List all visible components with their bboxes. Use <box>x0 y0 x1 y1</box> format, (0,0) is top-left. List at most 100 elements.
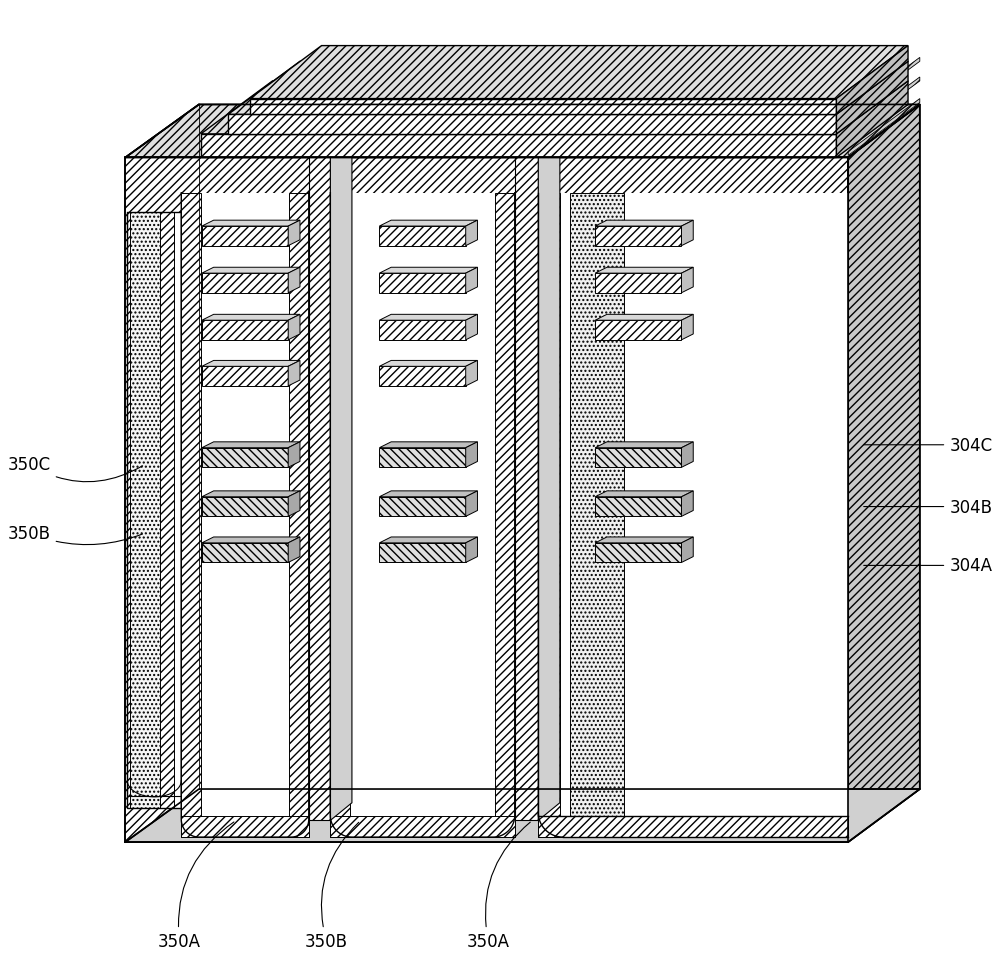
Text: 350A: 350A <box>158 822 234 951</box>
Polygon shape <box>379 544 466 563</box>
Polygon shape <box>848 106 920 842</box>
Polygon shape <box>595 544 681 563</box>
Polygon shape <box>466 221 477 246</box>
Polygon shape <box>288 221 300 246</box>
Polygon shape <box>201 135 836 158</box>
Polygon shape <box>848 58 920 115</box>
Polygon shape <box>466 491 477 516</box>
Polygon shape <box>681 443 693 468</box>
Polygon shape <box>379 367 466 387</box>
Polygon shape <box>202 538 300 544</box>
Polygon shape <box>379 443 477 449</box>
Polygon shape <box>379 491 477 497</box>
Polygon shape <box>174 213 181 808</box>
Polygon shape <box>228 62 908 115</box>
Polygon shape <box>202 491 300 497</box>
Polygon shape <box>202 367 288 387</box>
Polygon shape <box>836 62 908 135</box>
Polygon shape <box>595 315 693 321</box>
Polygon shape <box>681 538 693 563</box>
Polygon shape <box>202 221 300 227</box>
Text: 350C: 350C <box>8 455 143 483</box>
Polygon shape <box>515 158 538 821</box>
Polygon shape <box>202 361 300 367</box>
Polygon shape <box>125 106 920 158</box>
Polygon shape <box>538 141 560 821</box>
Polygon shape <box>202 497 288 516</box>
Polygon shape <box>202 544 288 563</box>
Text: 304B: 304B <box>864 498 992 516</box>
Polygon shape <box>250 47 908 100</box>
Polygon shape <box>202 443 300 449</box>
Polygon shape <box>538 816 848 837</box>
Polygon shape <box>595 268 693 274</box>
Polygon shape <box>466 268 477 294</box>
Polygon shape <box>848 78 920 135</box>
Polygon shape <box>202 315 300 321</box>
Polygon shape <box>848 100 920 156</box>
Polygon shape <box>379 321 466 340</box>
Polygon shape <box>538 194 560 837</box>
Polygon shape <box>595 274 681 294</box>
Polygon shape <box>202 321 288 340</box>
Polygon shape <box>379 497 466 516</box>
Polygon shape <box>379 315 477 321</box>
Polygon shape <box>181 194 201 837</box>
Text: 304A: 304A <box>864 557 992 575</box>
Polygon shape <box>330 194 515 837</box>
Polygon shape <box>181 816 309 837</box>
Polygon shape <box>288 268 300 294</box>
Polygon shape <box>595 227 681 246</box>
Polygon shape <box>288 538 300 563</box>
Polygon shape <box>250 100 836 115</box>
Polygon shape <box>836 47 908 115</box>
Polygon shape <box>379 221 477 227</box>
Polygon shape <box>202 268 300 274</box>
Text: 350A: 350A <box>467 823 530 951</box>
Polygon shape <box>681 491 693 516</box>
Text: 304C: 304C <box>864 436 992 454</box>
Polygon shape <box>379 361 477 367</box>
Polygon shape <box>125 789 920 842</box>
Text: 350B: 350B <box>305 823 359 951</box>
Polygon shape <box>379 538 477 544</box>
Polygon shape <box>595 449 681 468</box>
Polygon shape <box>466 315 477 340</box>
Polygon shape <box>125 158 848 842</box>
Polygon shape <box>288 315 300 340</box>
Polygon shape <box>379 274 466 294</box>
Polygon shape <box>595 491 693 497</box>
Polygon shape <box>681 221 693 246</box>
Polygon shape <box>466 443 477 468</box>
Polygon shape <box>595 538 693 544</box>
Polygon shape <box>515 141 560 158</box>
Polygon shape <box>495 194 515 837</box>
Polygon shape <box>288 361 300 387</box>
Polygon shape <box>130 213 160 808</box>
Polygon shape <box>309 158 330 821</box>
Polygon shape <box>570 194 624 816</box>
Polygon shape <box>309 141 352 158</box>
Polygon shape <box>330 141 352 821</box>
Polygon shape <box>228 115 836 135</box>
Text: 350B: 350B <box>8 524 142 545</box>
Polygon shape <box>538 194 848 837</box>
Polygon shape <box>330 194 350 837</box>
Polygon shape <box>466 538 477 563</box>
Polygon shape <box>681 315 693 340</box>
Polygon shape <box>181 194 309 837</box>
Polygon shape <box>681 268 693 294</box>
Polygon shape <box>595 321 681 340</box>
Polygon shape <box>595 221 693 227</box>
Polygon shape <box>379 227 466 246</box>
Polygon shape <box>288 491 300 516</box>
Polygon shape <box>595 497 681 516</box>
Polygon shape <box>202 227 288 246</box>
Polygon shape <box>379 268 477 274</box>
Polygon shape <box>202 449 288 468</box>
Polygon shape <box>201 81 908 135</box>
Polygon shape <box>466 361 477 387</box>
Polygon shape <box>288 443 300 468</box>
Polygon shape <box>289 194 309 837</box>
Polygon shape <box>160 213 174 808</box>
